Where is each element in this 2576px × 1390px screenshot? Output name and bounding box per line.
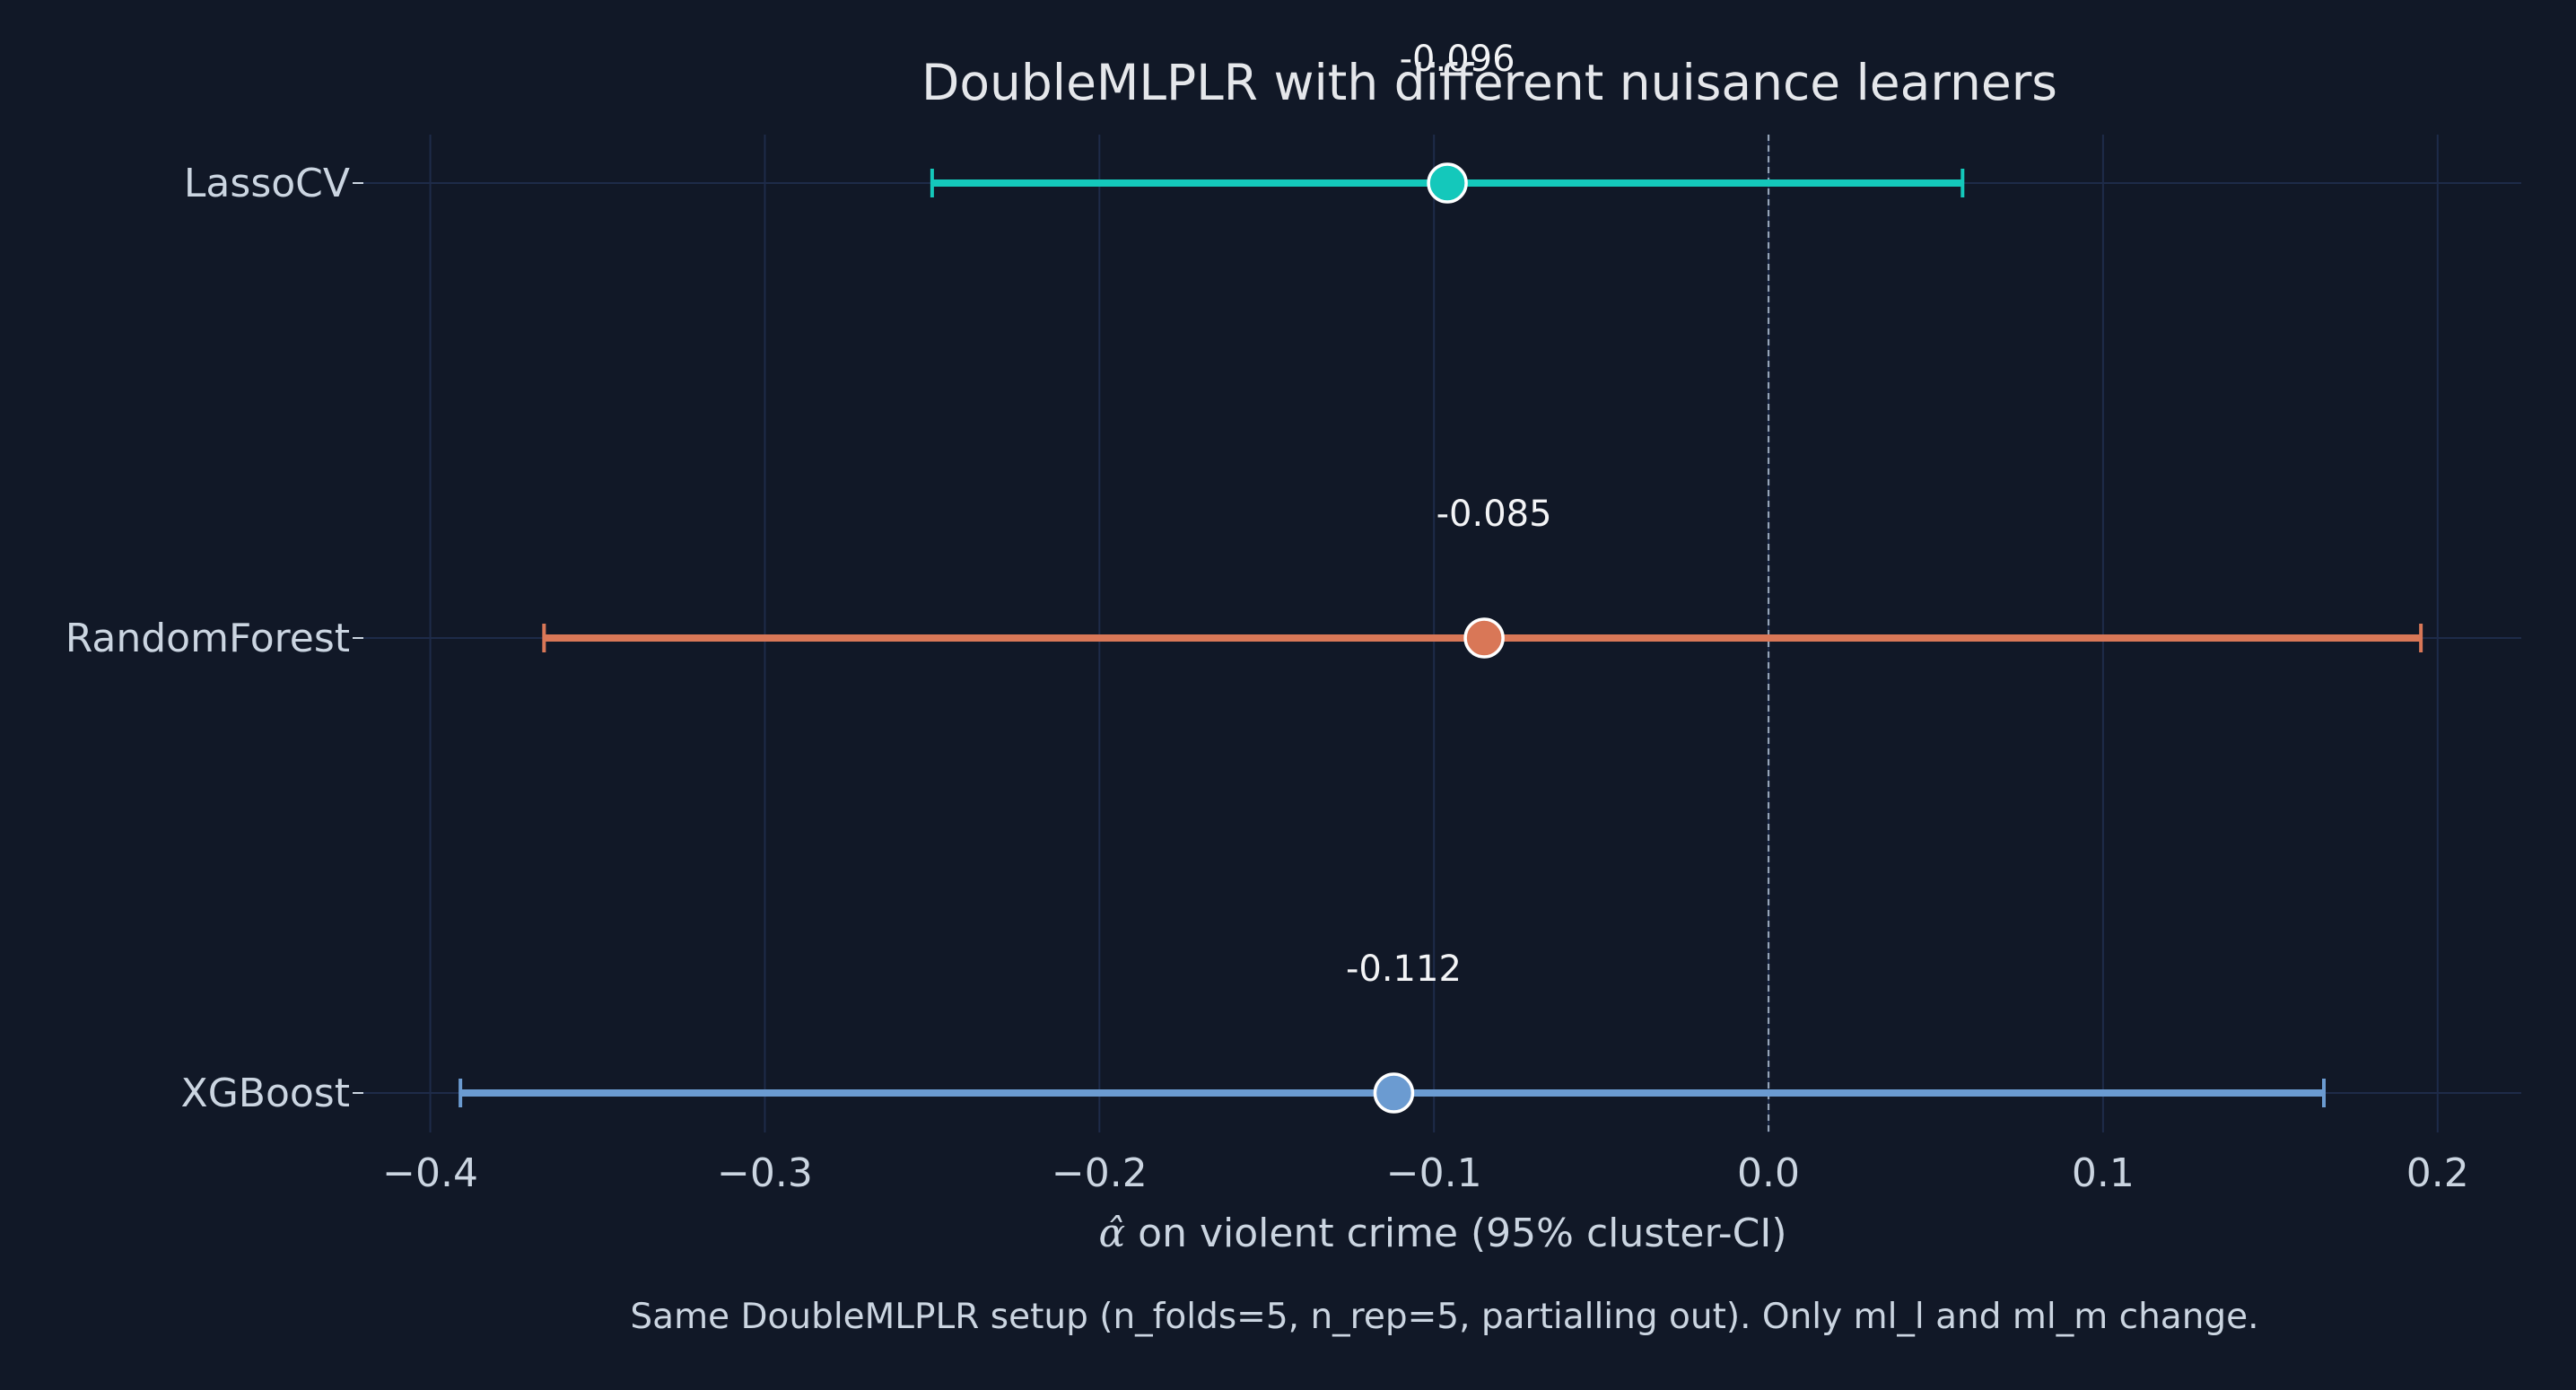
x-tick-label: −0.2 bbox=[1052, 1150, 1148, 1196]
x-axis-label: α̂ on violent crime (95% cluster-CI) bbox=[1098, 1211, 1786, 1256]
x-axis-label-symbol: α̂ bbox=[1098, 1211, 1125, 1256]
series-layer: -0.096 -0.085 -0.112 bbox=[458, 39, 2423, 1114]
y-tick-label: XGBoost bbox=[181, 1071, 350, 1116]
x-axis-ticks: −0.4 −0.3 −0.2 −0.1 0.0 0.1 0.2 bbox=[382, 1150, 2469, 1196]
point-estimate bbox=[1427, 162, 1468, 204]
series-randomforest: -0.085 bbox=[542, 494, 2423, 659]
estimate-label: -0.112 bbox=[1346, 949, 1462, 990]
x-tick-label: 0.0 bbox=[1737, 1150, 1800, 1196]
footnote: Same DoubleMLPLR setup (n_folds=5, n_rep… bbox=[630, 1297, 2258, 1337]
series-lassocv: -0.096 bbox=[930, 39, 1965, 204]
x-tick-label: −0.1 bbox=[1386, 1150, 1482, 1196]
x-axis-label-text: on violent crime (95% cluster-CI) bbox=[1125, 1211, 1786, 1256]
x-tick-label: −0.3 bbox=[717, 1150, 813, 1196]
y-tick-label: LassoCV bbox=[184, 161, 350, 206]
point-estimate bbox=[1463, 617, 1505, 659]
chart-title: DoubleMLPLR with different nuisance lear… bbox=[921, 54, 2057, 111]
x-tick-label: 0.1 bbox=[2072, 1150, 2135, 1196]
x-tick-label: 0.2 bbox=[2406, 1150, 2469, 1196]
estimate-label: -0.096 bbox=[1400, 39, 1515, 80]
y-tick-label: RandomForest bbox=[65, 616, 350, 661]
y-axis-labels: LassoCV RandomForest XGBoost bbox=[65, 161, 363, 1116]
x-tick-label: −0.4 bbox=[382, 1150, 478, 1196]
series-xgboost: -0.112 bbox=[458, 949, 2327, 1114]
estimate-label: -0.085 bbox=[1436, 494, 1552, 535]
point-estimate bbox=[1373, 1072, 1415, 1114]
